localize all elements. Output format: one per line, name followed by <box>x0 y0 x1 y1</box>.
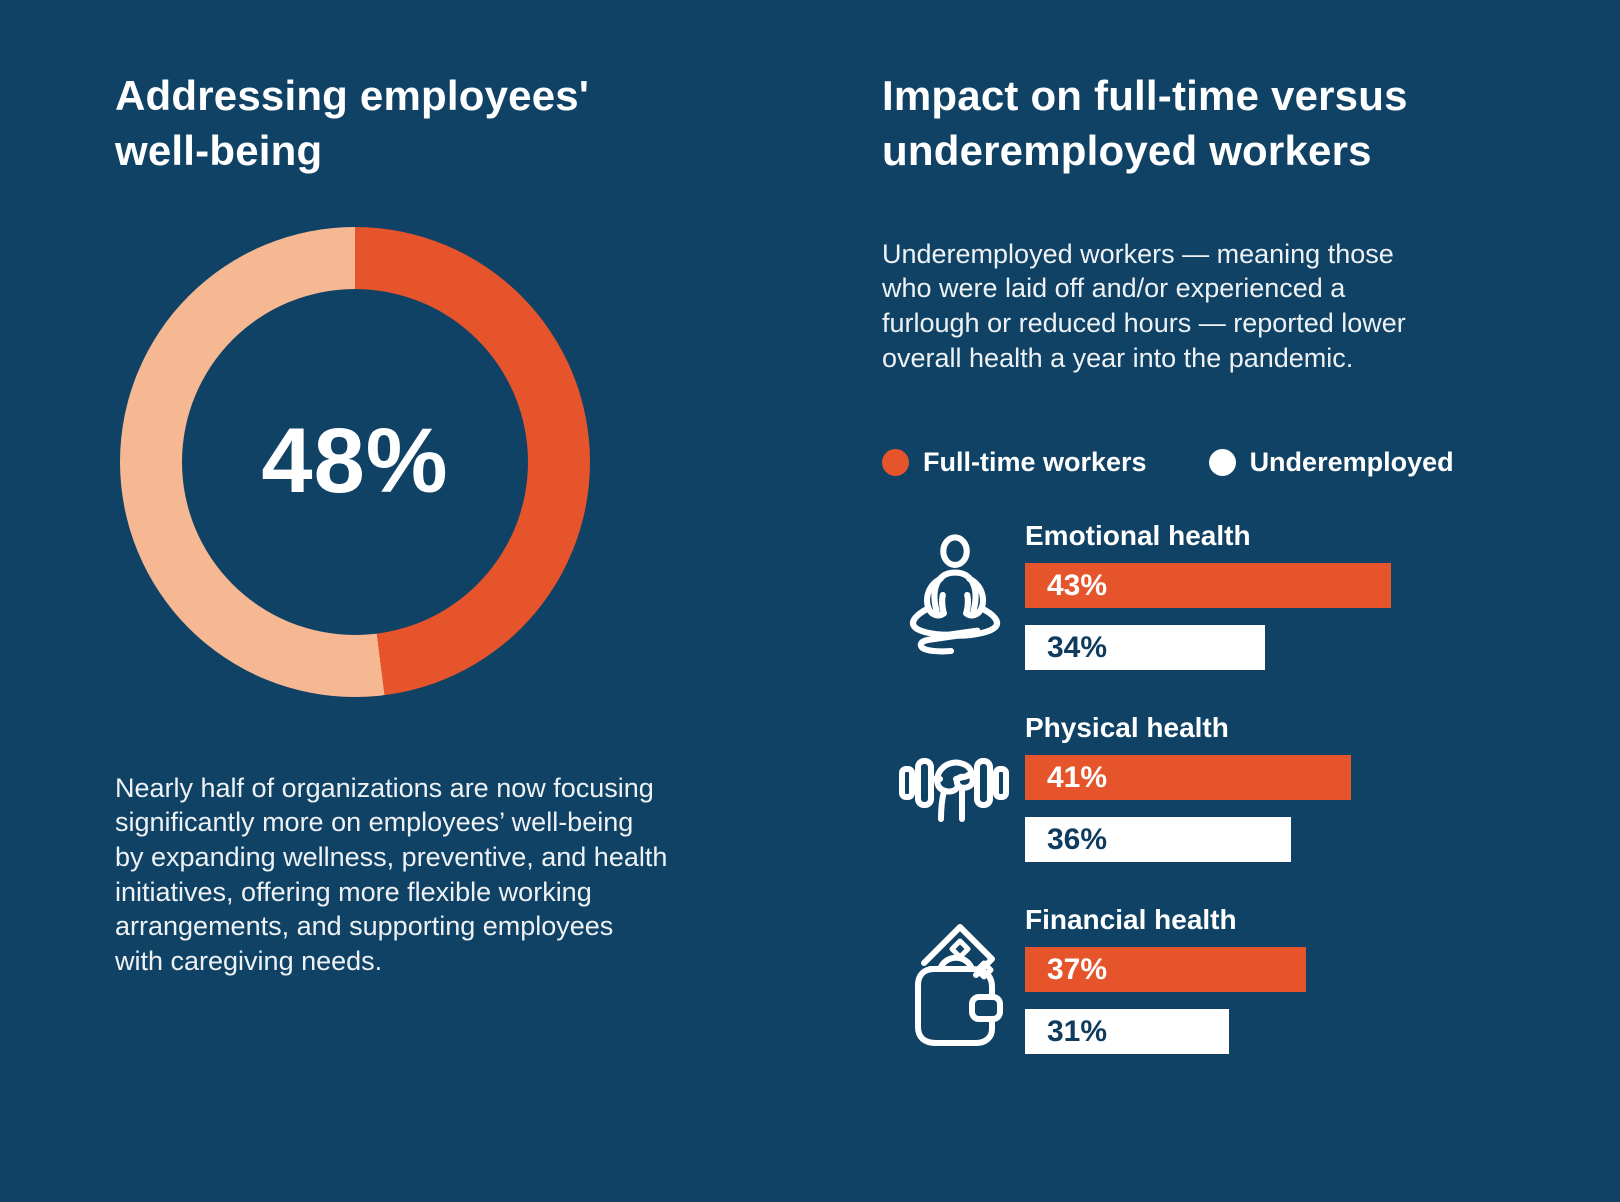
chart-legend: Full-time workers Underemployed <box>882 447 1562 478</box>
dumbbell-icon <box>882 727 1025 847</box>
bar-group-emotional-health: Emotional health 43% 34% <box>882 520 1562 671</box>
bar-value-fulltime-emotional: 43% <box>1047 568 1108 602</box>
bar-fulltime-financial: 37% <box>1025 947 1306 993</box>
donut-value-label: 48% <box>261 410 449 513</box>
donut-ring: 48% <box>120 226 590 697</box>
category-label-financial: Financial health <box>1025 904 1237 936</box>
bar-value-underemployed-financial: 31% <box>1047 1014 1108 1048</box>
bar-value-underemployed-physical: 36% <box>1047 822 1108 856</box>
category-label-emotional: Emotional health <box>1025 520 1251 552</box>
donut-hole: 48% <box>182 288 528 635</box>
bars-financial-health: Financial health 37% 31% <box>1025 904 1562 1055</box>
bar-chart: Emotional health 43% 34% <box>882 520 1562 1055</box>
legend-dot-fulltime <box>882 449 909 477</box>
bars-physical-health: Physical health 41% 36% <box>1025 712 1562 863</box>
bars-emotional-health: Emotional health 43% 34% <box>1025 520 1562 671</box>
left-paragraph: Nearly half of organizations are now foc… <box>115 772 668 976</box>
left-title: Addressing employees' well-being <box>115 72 590 175</box>
right-column: Impact on full-time versus underemployed… <box>882 0 1562 1096</box>
bar-group-physical-health: Physical health 41% 36% <box>882 712 1562 863</box>
left-column: Addressing employees' well-being 48% Nea… <box>115 0 735 978</box>
category-label-physical: Physical health <box>1025 712 1229 744</box>
bar-group-financial-health: Financial health 37% 31% <box>882 904 1562 1055</box>
right-title: Impact on full-time versus underemployed… <box>882 72 1408 175</box>
bar-value-fulltime-physical: 41% <box>1047 760 1108 794</box>
bar-value-fulltime-financial: 37% <box>1047 952 1108 986</box>
legend-label-fulltime: Full-time workers <box>923 447 1147 478</box>
right-paragraph: Underemployed workers — meaning those wh… <box>882 238 1406 373</box>
bar-underemployed-financial: 31% <box>1025 1009 1229 1055</box>
bar-underemployed-physical: 36% <box>1025 817 1291 863</box>
donut-chart: 48% <box>120 226 735 697</box>
bar-fulltime-physical: 41% <box>1025 755 1351 801</box>
meditation-icon <box>882 533 1025 657</box>
bar-value-underemployed-emotional: 34% <box>1047 630 1108 664</box>
legend-dot-underemployed <box>1208 449 1236 477</box>
legend-label-underemployed: Underemployed <box>1249 447 1454 478</box>
bar-underemployed-emotional: 34% <box>1025 625 1265 671</box>
wallet-icon <box>882 911 1025 1047</box>
bar-fulltime-emotional: 43% <box>1025 563 1391 609</box>
